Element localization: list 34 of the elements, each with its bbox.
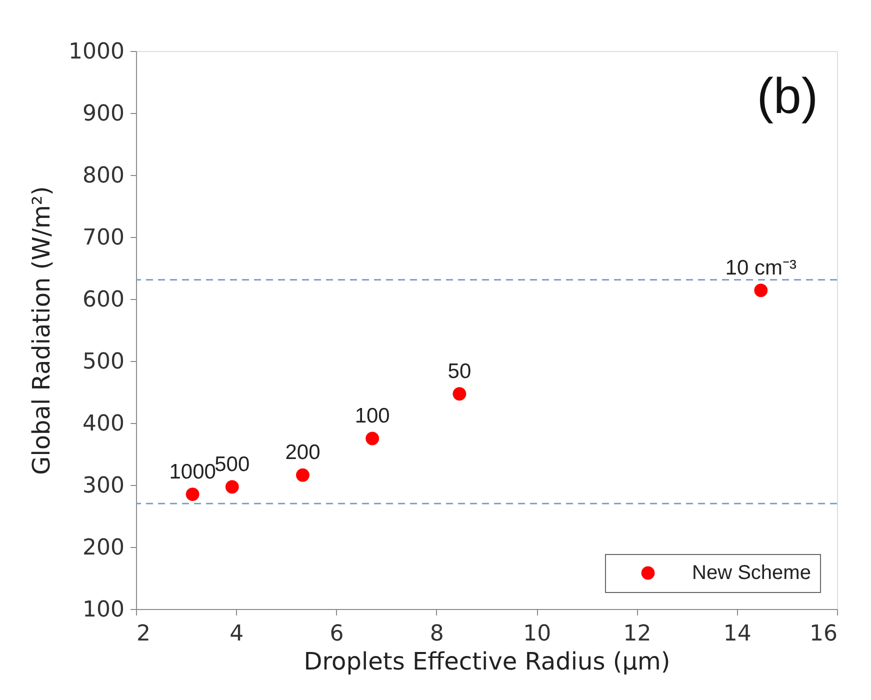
- point: [452, 387, 466, 401]
- x-tick-label: 4: [230, 622, 244, 646]
- annotation: 200: [285, 441, 320, 464]
- point: [754, 284, 768, 298]
- x-tick-label: 2: [136, 622, 150, 646]
- annotation: 100: [354, 404, 390, 428]
- x-tick-label: 6: [330, 622, 344, 646]
- y-tick-label: 800: [82, 164, 124, 188]
- point: [366, 432, 380, 446]
- annotation: 1000: [169, 460, 216, 484]
- annotation: 10 cm⁻³: [725, 256, 796, 280]
- x-tick-label: 8: [430, 622, 444, 646]
- y-axis-title: Global Radiation (W/m²): [28, 186, 56, 475]
- x-axis-title: Droplets Effective Radius (µm): [304, 648, 670, 676]
- point: [296, 468, 310, 482]
- y-tick-label: 900: [82, 102, 124, 126]
- annotation: 500: [214, 452, 250, 476]
- y-tick-label: 1000: [68, 40, 124, 64]
- y-tick-label: 400: [82, 412, 124, 436]
- point: [225, 480, 239, 494]
- y-tick-label: 200: [82, 536, 124, 560]
- x-tick-label: 12: [623, 622, 652, 646]
- annotation: 50: [448, 360, 472, 383]
- y-tick-label: 500: [82, 350, 124, 374]
- legend-label: New Scheme: [692, 562, 811, 584]
- y-tick-label: 100: [82, 598, 124, 622]
- y-tick-label: 700: [82, 226, 124, 250]
- x-tick-label: 10: [523, 622, 552, 646]
- y-tick-label: 300: [82, 474, 124, 498]
- x-tick-label: 16: [810, 622, 838, 646]
- point: [186, 488, 200, 501]
- x-tick-label: 14: [723, 622, 752, 646]
- annotation: (b): [756, 68, 818, 124]
- y-tick-label: 600: [82, 288, 124, 312]
